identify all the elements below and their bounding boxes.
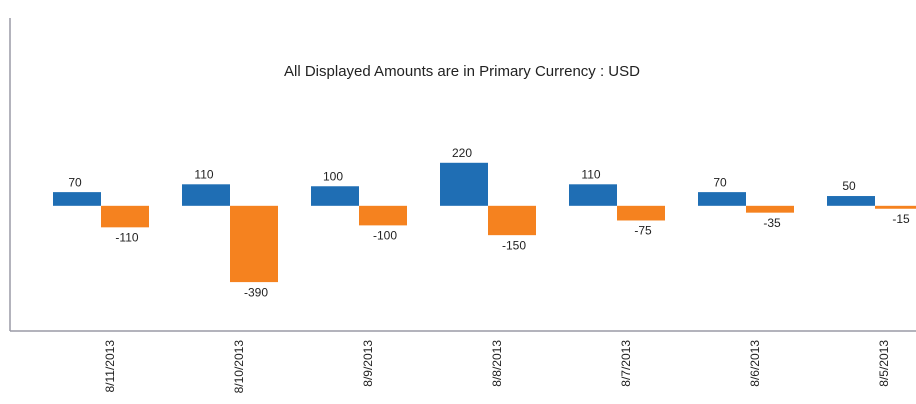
bar [827,196,875,206]
bar [875,205,916,209]
chart-title: All Displayed Amounts are in Primary Cur… [284,63,640,80]
data-label: -100 [373,229,397,243]
data-label: 110 [194,167,213,181]
bar [182,184,230,206]
bar [359,205,407,226]
bar [698,192,746,206]
bar [746,205,794,213]
x-tick-label: 8/9/2013 [361,340,375,387]
data-label: 220 [452,146,472,160]
x-tick-label: 8/7/2013 [619,340,633,387]
data-label: -150 [502,238,526,252]
bar [617,205,665,221]
data-label: -110 [115,231,138,245]
bar [311,186,359,206]
data-label: -390 [244,285,268,299]
data-label: -15 [892,212,910,226]
data-label: 100 [323,169,343,183]
data-label: 110 [581,167,600,181]
x-tick-label: 8/8/2013 [490,340,504,387]
bar [230,205,278,283]
x-tick-label: 8/11/2013 [103,340,117,393]
data-label: -75 [634,224,652,238]
bar [101,205,149,228]
bar [440,162,488,206]
bar [569,184,617,206]
x-tick-label: 8/6/2013 [748,340,762,387]
data-label: -35 [763,216,781,230]
bar [53,192,101,206]
data-label: 70 [68,175,82,189]
x-tick-label: 8/5/2013 [877,340,891,387]
data-label: 50 [842,179,856,193]
bar [488,205,536,236]
data-label: 70 [713,175,727,189]
x-tick-label: 8/10/2013 [232,340,246,394]
